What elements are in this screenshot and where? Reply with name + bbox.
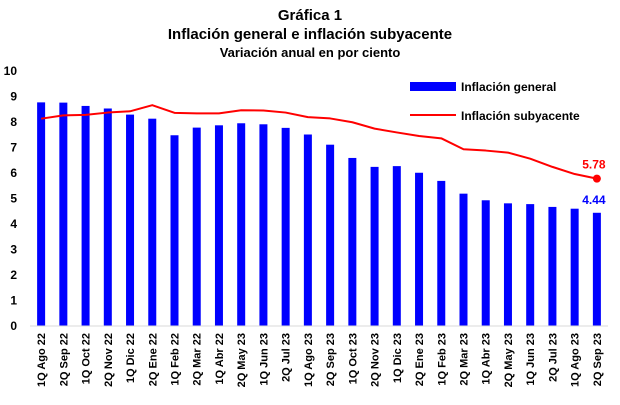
bar-11 (259, 124, 268, 326)
data-label-subyacente: 5.78 (582, 158, 606, 172)
bar-18 (415, 172, 424, 326)
x-tick-label: 1Q Ago 22 (36, 333, 48, 387)
bar-15 (348, 157, 357, 326)
bar-10 (237, 123, 246, 327)
bar-23 (526, 204, 535, 326)
x-axis: 1Q Ago 22 2Q Sep 22 1Q Oct 22 2Q Nov 22 1Q D… (30, 325, 608, 387)
x-tick-label: 1Q Dic 22 (125, 333, 137, 383)
y-tick-label: 9 (10, 90, 17, 104)
bar-21 (481, 200, 490, 326)
x-tick-label: 1Q Oct 22 (81, 333, 93, 384)
legend-label-inflacion-general: Inflación general (461, 80, 556, 94)
bar-26 (592, 212, 601, 326)
chart-subtitle: Inflación general e inflación subyacente (167, 26, 453, 43)
x-tick-label: 2Q Sep 23 (325, 333, 337, 386)
x-tick-label: 2Q Sep 22 (58, 333, 70, 386)
x-tick-label: 1Q Feb 23 (436, 333, 448, 386)
bar-19 (437, 180, 446, 326)
bar-20 (459, 193, 468, 326)
x-tick-label: 2Q Nov 23 (370, 333, 382, 387)
data-label-general: 4.44 (582, 193, 606, 207)
line-path (40, 104, 598, 180)
y-tick-label: 10 (4, 64, 18, 78)
legend-swatch-inflacion-general (410, 82, 456, 91)
x-tick-label: 1Q Jun 23 (258, 333, 270, 386)
x-tick-label: 2Q Jul 23 (281, 333, 293, 382)
x-tick-label: 1Q Feb 22 (170, 333, 182, 386)
legend: Inflación general Inflación subyacente (410, 80, 580, 123)
x-tick-label: 2Q May 23 (503, 333, 515, 387)
line-series-inflacion-subyacente: 5.78 (40, 104, 606, 183)
y-tick-label: 1 (10, 294, 17, 308)
bar-6 (148, 118, 157, 327)
y-axis: 0 1 2 3 4 5 6 7 8 9 10 (4, 64, 18, 333)
bar-series-inflacion-general: 4.44 (37, 102, 606, 327)
y-tick-label: 5 (10, 192, 17, 206)
x-tick-label: 2Q Ene 22 (147, 333, 159, 386)
x-tick-label: 1Q Ago 23 (303, 333, 315, 387)
x-tick-label: 1Q Jun 23 (525, 333, 537, 386)
bar-8 (192, 127, 201, 326)
bar-12 (281, 127, 290, 327)
x-tick-label: 2Q Ene 23 (414, 333, 426, 386)
bar-5 (126, 114, 135, 326)
x-tick-label: 2Q Nov 22 (103, 333, 115, 387)
bar-16 (370, 166, 379, 326)
bar-3 (81, 105, 90, 327)
bar-24 (548, 206, 557, 326)
bar-14 (326, 144, 335, 326)
x-tick-label: 2Q Sep 23 (592, 333, 604, 386)
bar-2 (59, 102, 68, 327)
chart-subtitle-units: Variación anual en por ciento (219, 45, 401, 60)
y-tick-label: 0 (10, 319, 17, 333)
x-tick-label: 1Q Abr 22 (214, 333, 226, 385)
x-tick-label: 1Q Dic 23 (392, 333, 404, 383)
y-tick-label: 6 (10, 166, 17, 180)
bar-25 (570, 208, 579, 326)
bar-9 (214, 125, 223, 326)
x-tick-label: 1Q Oct 23 (347, 333, 359, 384)
chart-title: Gráfica 1 (277, 7, 343, 24)
y-tick-label: 3 (10, 243, 17, 257)
x-tick-label: 2Q Mar 23 (459, 333, 471, 386)
x-tick-label: 2Q Mar 22 (192, 333, 204, 386)
bar-4 (103, 108, 112, 327)
bar-7 (170, 135, 179, 326)
bar-17 (392, 166, 401, 326)
x-tick-label: 1Q Ago 23 (570, 333, 582, 387)
y-tick-label: 8 (10, 115, 17, 129)
x-tick-label: 1Q Abr 23 (481, 333, 493, 385)
x-tick-label: 2Q May 23 (236, 333, 248, 387)
bar-1 (37, 102, 46, 327)
bar-22 (503, 203, 512, 326)
legend-label-inflacion-subyacente: Inflación subyacente (461, 109, 580, 123)
y-tick-label: 2 (10, 268, 17, 282)
y-tick-label: 7 (10, 141, 17, 155)
chart-titles: Gráfica 1 Inflación general e inflación … (0, 6, 620, 61)
x-tick-label: 2Q Jul 23 (547, 333, 559, 382)
y-tick-label: 4 (10, 217, 17, 231)
line-end-marker (592, 174, 601, 183)
bar-13 (303, 134, 312, 326)
